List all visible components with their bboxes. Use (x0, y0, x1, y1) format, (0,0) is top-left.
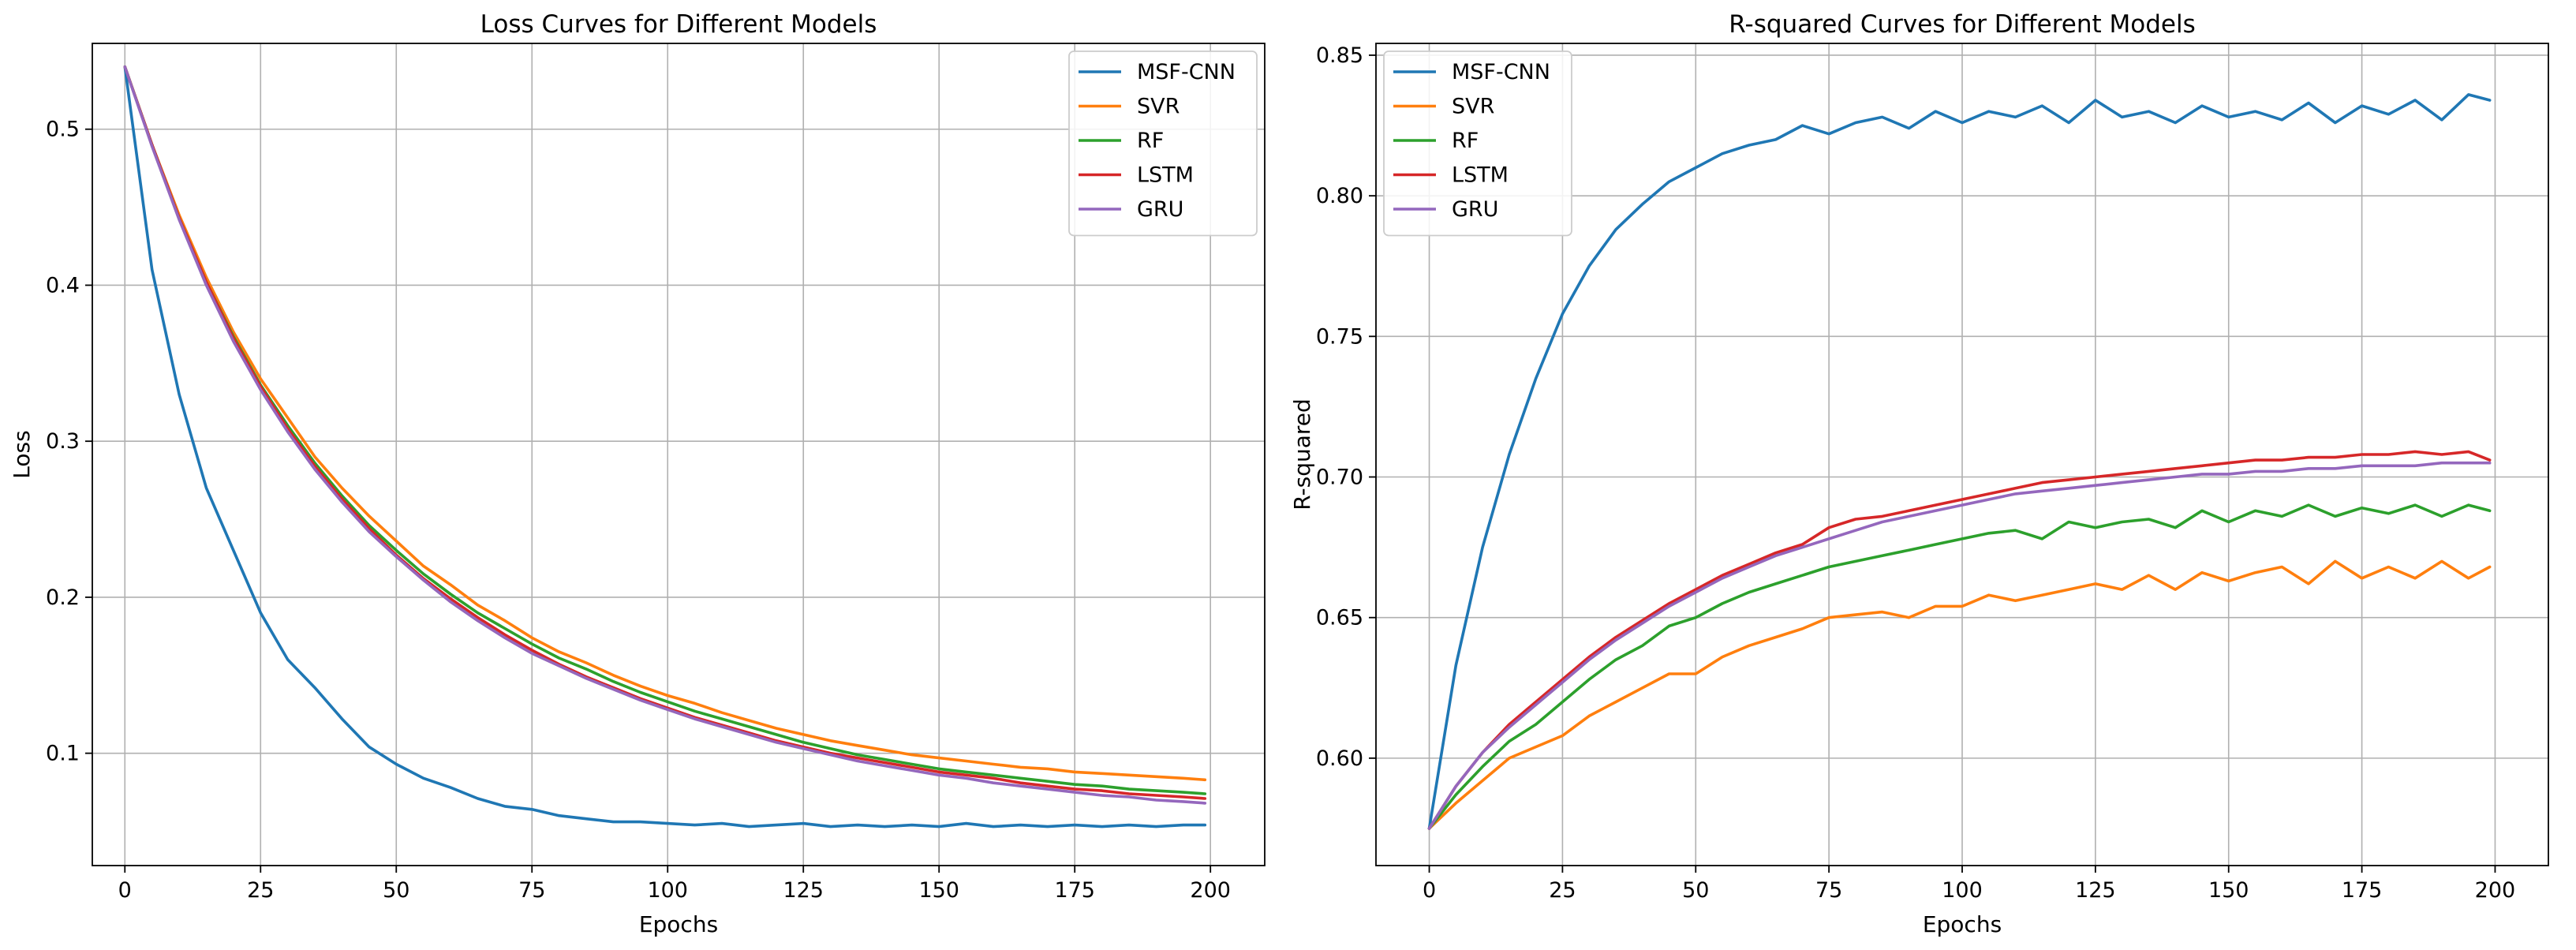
series-line-rf (1427, 503, 2492, 830)
y-tick-label: 0.70 (1316, 466, 1363, 490)
x-tick-label: 150 (2208, 878, 2249, 903)
x-tick-label: 25 (247, 878, 274, 903)
legend-label: MSF-CNN (1137, 60, 1236, 84)
y-tick-label: 0.5 (46, 118, 80, 142)
legend-box (1068, 50, 1258, 237)
x-axis-label: Epochs (1923, 911, 2002, 937)
legend-box (1383, 50, 1572, 237)
y-tick-label: 0.80 (1316, 184, 1363, 208)
legend-label: SVR (1452, 95, 1494, 119)
x-tick-label: 0 (118, 878, 132, 903)
r-squared-chart: 0 25 50 75 100 125 150 175 200 0.60 0.65 0.70 0.75 0.… (1289, 10, 2549, 937)
series-line-gru (1427, 461, 2492, 830)
legend: MSF-CNN SVR RF LSTM GRU (1068, 50, 1258, 237)
series-line-lstm (123, 65, 1207, 800)
series-line-svr (1427, 559, 2492, 830)
x-tick-label: 25 (1549, 878, 1576, 903)
x-tick-label: 50 (383, 878, 409, 903)
series-line-lstm (1427, 450, 2492, 830)
x-tick-label: 175 (1054, 878, 1095, 903)
x-tick-label: 100 (647, 878, 688, 903)
plot-frame (92, 43, 1266, 866)
x-tick-label: 200 (2475, 878, 2516, 903)
legend-label: GRU (1452, 197, 1498, 222)
y-tick-label: 0.75 (1316, 324, 1363, 349)
legend-label: MSF-CNN (1452, 60, 1550, 84)
legend: MSF-CNN SVR RF LSTM GRU (1383, 50, 1572, 237)
x-tick-label: 50 (1682, 878, 1709, 903)
x-tick-label: 150 (918, 878, 959, 903)
legend-label: GRU (1137, 197, 1183, 222)
series-line-gru (123, 65, 1207, 805)
y-tick-label: 0.1 (46, 742, 80, 766)
legend-label: RF (1452, 129, 1479, 153)
x-tick-label: 0 (1423, 878, 1436, 903)
series-line-svr (123, 65, 1207, 782)
y-tick-label: 0.3 (46, 429, 80, 454)
y-tick-label: 0.85 (1316, 43, 1363, 68)
y-axis-label: Loss (9, 430, 35, 478)
legend-label: RF (1137, 129, 1164, 153)
loss-chart: 0 25 50 75 100 125 150 175 200 0.1 0.2 0.3 0.4 0.5 Los… (9, 10, 1266, 937)
chart-title: Loss Curves for Different Models (480, 10, 877, 39)
y-tick-label: 0.4 (46, 273, 80, 297)
legend-label: SVR (1137, 95, 1180, 119)
y-axis-label: R-squared (1289, 398, 1315, 511)
x-tick-label: 125 (2075, 878, 2116, 903)
x-tick-label: 75 (1815, 878, 1842, 903)
x-tick-label: 100 (1942, 878, 1983, 903)
series-line-msf-cnn (1427, 93, 2492, 830)
y-tick-label: 0.65 (1316, 606, 1363, 630)
y-tick-label: 0.2 (46, 585, 80, 610)
x-tick-label: 175 (2342, 878, 2383, 903)
y-tick-label: 0.60 (1316, 746, 1363, 771)
series-line-msf-cnn (123, 65, 1207, 828)
x-tick-label: 75 (518, 878, 545, 903)
chart-title: R-squared Curves for Different Models (1729, 10, 2195, 39)
legend-label: LSTM (1137, 163, 1194, 188)
series-line-rf (123, 65, 1207, 795)
x-tick-label: 200 (1190, 878, 1231, 903)
legend-label: LSTM (1452, 163, 1509, 188)
x-axis-label: Epochs (639, 911, 718, 937)
x-tick-label: 125 (783, 878, 824, 903)
